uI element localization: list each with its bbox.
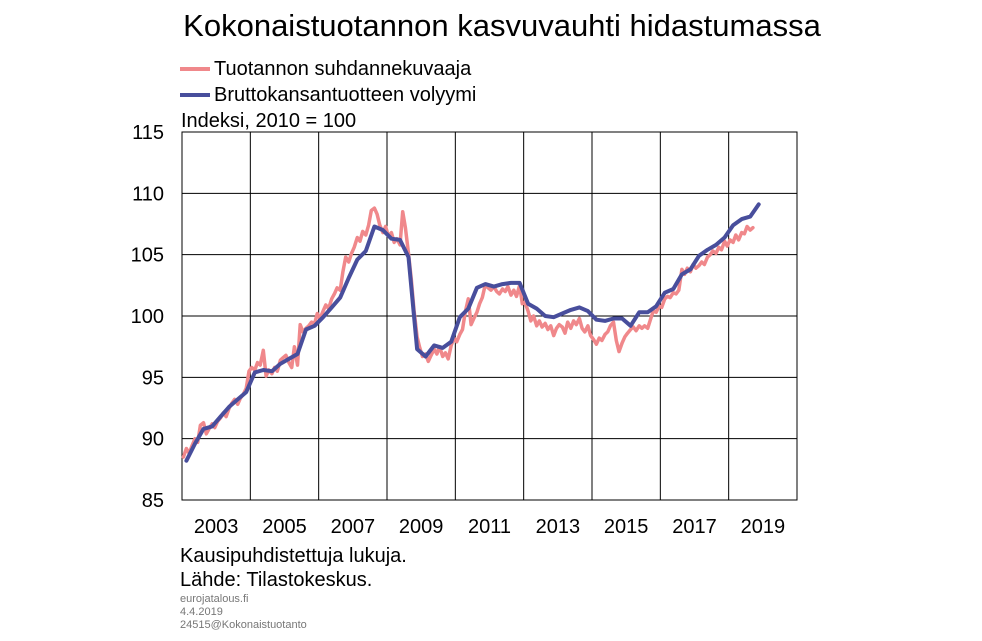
footer-date: 4.4.2019 [180,606,223,618]
footnote-source: Lähde: Tilastokeskus. [180,569,373,591]
y-tick-label: 110 [132,183,164,205]
y-axis-label: Indeksi, 2010 = 100 [181,110,357,132]
legend-swatch-bkt [180,93,210,97]
y-tick-label: 100 [131,306,164,328]
x-tick-label: 2017 [672,516,717,538]
y-tick-label: 85 [142,490,164,512]
y-tick-label: 95 [142,367,164,389]
series-line-bkt [184,202,761,463]
legend-label-bkt: Bruttokansantuotteen volyymi [214,83,477,106]
legend: Tuotannon suhdannekuvaaja Bruttokansantu… [180,56,476,108]
footer-code: 24515@Kokonaistuotanto [180,619,307,631]
x-tick-label: 2007 [331,516,376,538]
chart-title: Kokonaistuotannon kasvuvauhti hidastumas… [183,8,821,43]
footer-site: eurojatalous.fi [180,593,249,605]
y-tick-label: 90 [142,429,164,451]
plot-frame [181,131,798,501]
x-tick-label: 2011 [468,516,511,538]
legend-swatch-tuotanto [180,67,210,71]
y-tick-label: 105 [131,245,164,267]
x-tick-label: 2009 [399,516,444,538]
x-tick-label: 2013 [536,516,581,538]
x-tick-label: 2015 [604,516,649,538]
x-tick-label: 2005 [262,516,307,538]
y-tick-label: 115 [132,122,164,144]
series-line-tuotanto [181,206,755,459]
x-tick-label: 2019 [741,516,786,538]
x-tick-label: 2003 [194,516,239,538]
legend-item-bkt: Bruttokansantuotteen volyymi [180,82,476,108]
legend-item-tuotanto: Tuotannon suhdannekuvaaja [180,56,476,82]
footnote-note: Kausipuhdistettuja lukuja. [180,545,407,567]
legend-label-tuotanto: Tuotannon suhdannekuvaaja [214,57,472,80]
